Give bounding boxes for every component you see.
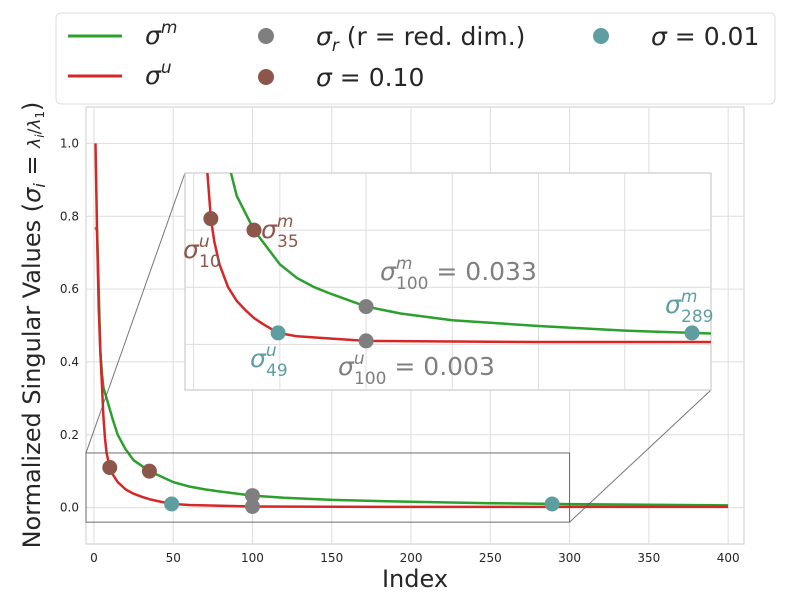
legend-marker-sigma-010 xyxy=(258,69,274,85)
x-axis-label: Index xyxy=(382,565,448,593)
inset-series-line-sigma-u xyxy=(206,173,711,344)
inset-plot-area xyxy=(184,172,712,391)
annotation-u100: σu 100 = 0.003 xyxy=(338,349,495,389)
data-point-marker xyxy=(164,496,180,512)
zoom-region-rect xyxy=(85,452,571,523)
main-points xyxy=(102,460,560,514)
x-tick-label: 400 xyxy=(717,551,740,565)
x-tick-label: 250 xyxy=(479,551,502,565)
legend: σm σu σr (r = red. dim.) σ = 0.10 σ = 0.… xyxy=(55,12,776,105)
y-tick-label: 0.0 xyxy=(60,501,79,515)
data-point-marker xyxy=(244,488,260,504)
y-tick-labels: 0.0 0.2 0.4 0.6 0.8 1.0 xyxy=(60,136,79,514)
inset-point-marker xyxy=(358,333,374,349)
data-point-marker xyxy=(244,498,260,514)
legend-label-sigma-001: σ = 0.01 xyxy=(651,22,759,51)
data-point-marker xyxy=(141,463,157,479)
y-axis-label: Normalized Singular Values (σi = λi/λ1) xyxy=(18,102,49,549)
x-tick-label: 350 xyxy=(637,551,660,565)
y-tick-label: 0.8 xyxy=(60,209,79,223)
legend-marker-reduced xyxy=(258,28,274,44)
inset-point-marker xyxy=(246,222,262,238)
inset-grid xyxy=(185,173,711,390)
annotation-u49: σu 49 xyxy=(250,341,288,381)
x-tick-label: 0 xyxy=(90,551,98,565)
legend-label-sigma-r: σr (r = red. dim.) xyxy=(316,22,525,56)
annotation-m289: σm 289 xyxy=(665,287,713,327)
annotation-u10: σu 10 xyxy=(183,232,221,272)
data-point-marker xyxy=(102,460,118,476)
x-tick-labels: 0 50 100 150 200 250 300 350 400 xyxy=(90,551,739,565)
annotation-m35: σm 35 xyxy=(261,212,299,252)
zoom-connector-right xyxy=(569,389,712,523)
inset-point-marker xyxy=(203,211,219,227)
inset-point-marker xyxy=(684,325,700,341)
legend-label-sigma-010: σ = 0.10 xyxy=(316,63,424,92)
inset-points xyxy=(203,211,700,349)
y-tick-label: 1.0 xyxy=(60,136,79,150)
inset-point-marker xyxy=(270,325,286,341)
x-tick-label: 50 xyxy=(166,551,181,565)
x-tick-label: 100 xyxy=(241,551,264,565)
inset-annotations: σu 10 σm 35 σu 49 σm 289 σm 100 = 0.033 σu 100 = 0.… xyxy=(183,212,713,389)
x-tick-label: 300 xyxy=(558,551,581,565)
data-point-marker xyxy=(544,496,560,512)
x-tick-label: 200 xyxy=(400,551,423,565)
y-tick-label: 0.6 xyxy=(60,282,79,296)
annotation-m100: σm 100 = 0.033 xyxy=(380,254,537,294)
y-tick-label: 0.4 xyxy=(60,355,79,369)
x-tick-label: 150 xyxy=(320,551,343,565)
inset-point-marker xyxy=(358,299,374,315)
legend-marker-sigma-001 xyxy=(593,28,609,44)
series-line-sigma-u xyxy=(94,143,729,509)
y-tick-label: 0.2 xyxy=(60,428,79,442)
zoom-connector-left xyxy=(85,172,186,454)
inset-zoom: σu 10 σm 35 σu 49 σm 289 σm 100 = 0.033 σu 100 = 0.… xyxy=(183,172,713,391)
